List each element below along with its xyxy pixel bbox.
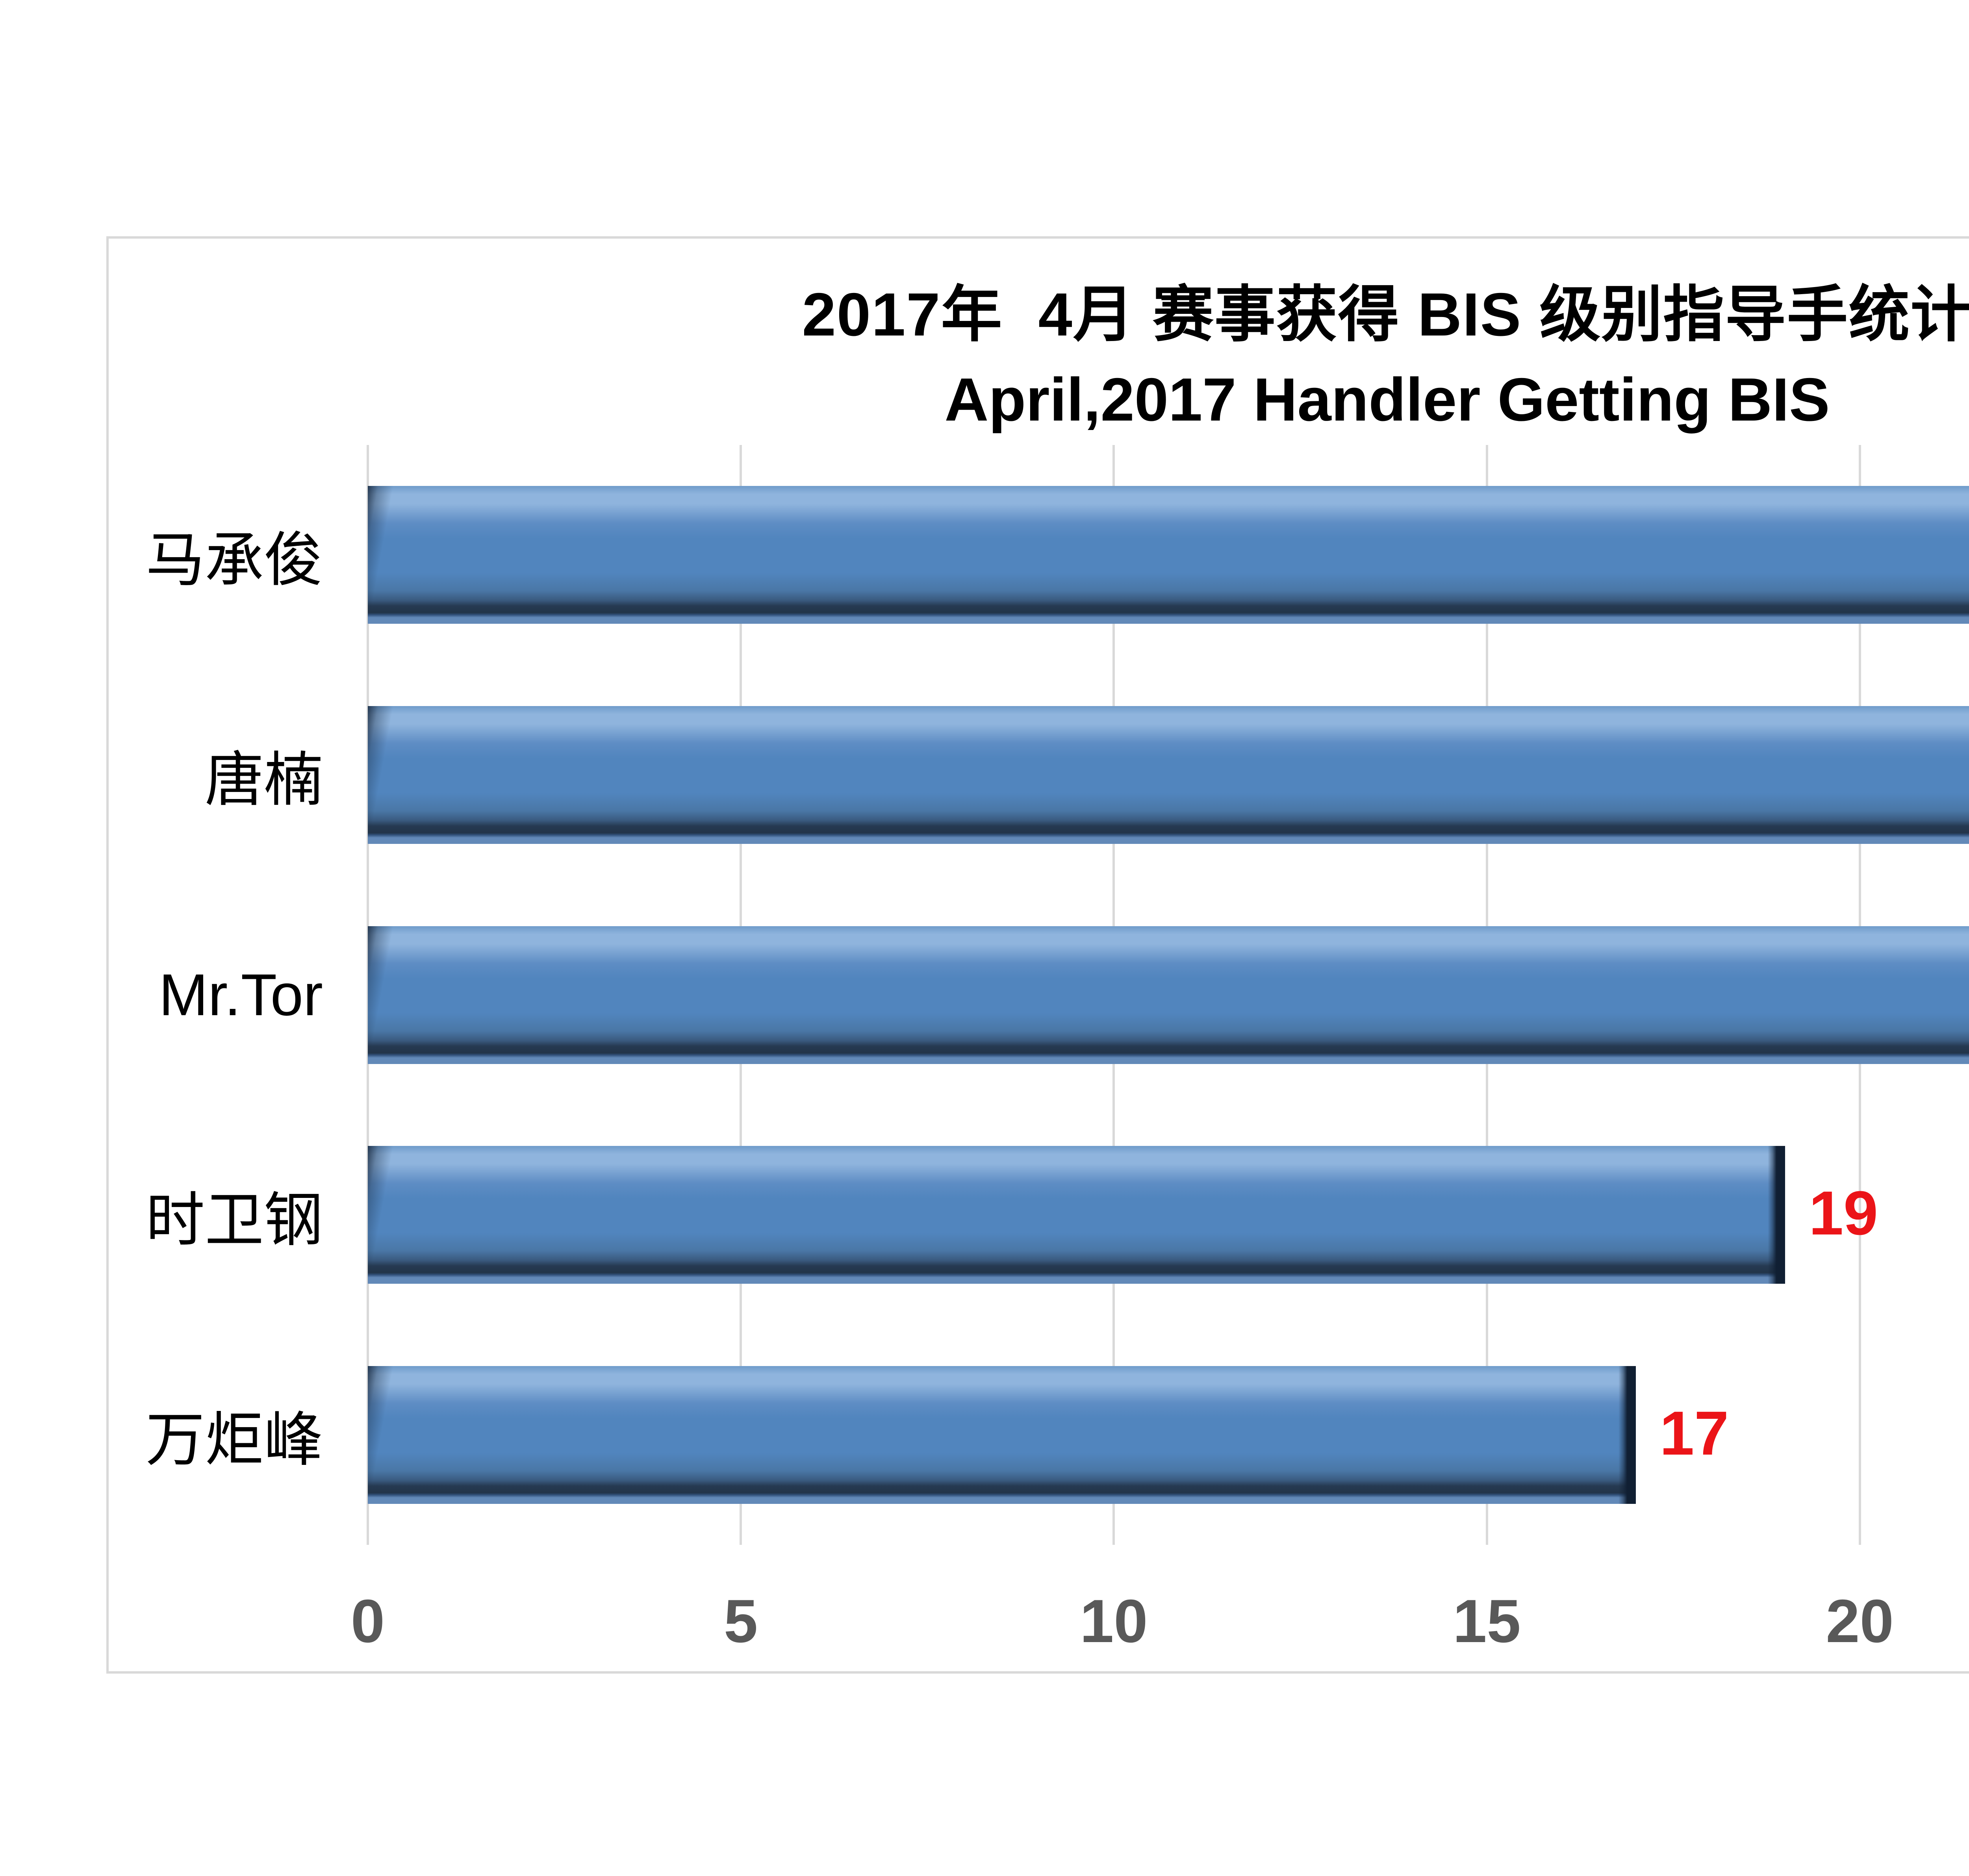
- bar: [368, 486, 1969, 624]
- x-tick-label: 10: [1080, 1587, 1148, 1655]
- category-label: 唐楠: [204, 747, 323, 813]
- x-tick-label: 15: [1453, 1587, 1521, 1655]
- chart-title: 2017年 4月 赛事获得 BIS 级别指导手统计: [802, 280, 1969, 349]
- bar-value-label: 19: [1809, 1178, 1878, 1248]
- category-label: 万炬峰: [145, 1407, 323, 1473]
- bar: [368, 706, 1969, 844]
- category-label: 马承俊: [145, 526, 323, 593]
- bar-value-label: 17: [1659, 1398, 1729, 1468]
- bar: [368, 1366, 1636, 1504]
- category-label: Mr.Tor: [159, 961, 323, 1028]
- plot-area: 2623231917: [367, 445, 1969, 1545]
- x-tick-label: 0: [350, 1587, 385, 1655]
- chart-subtitle: April,2017 Handler Getting BIS: [944, 365, 1830, 434]
- bar: [368, 1146, 1785, 1284]
- x-tick-label: 20: [1826, 1587, 1894, 1655]
- bar: [368, 926, 1969, 1064]
- category-label: 时卫钢: [145, 1186, 323, 1253]
- x-tick-label: 5: [724, 1587, 758, 1655]
